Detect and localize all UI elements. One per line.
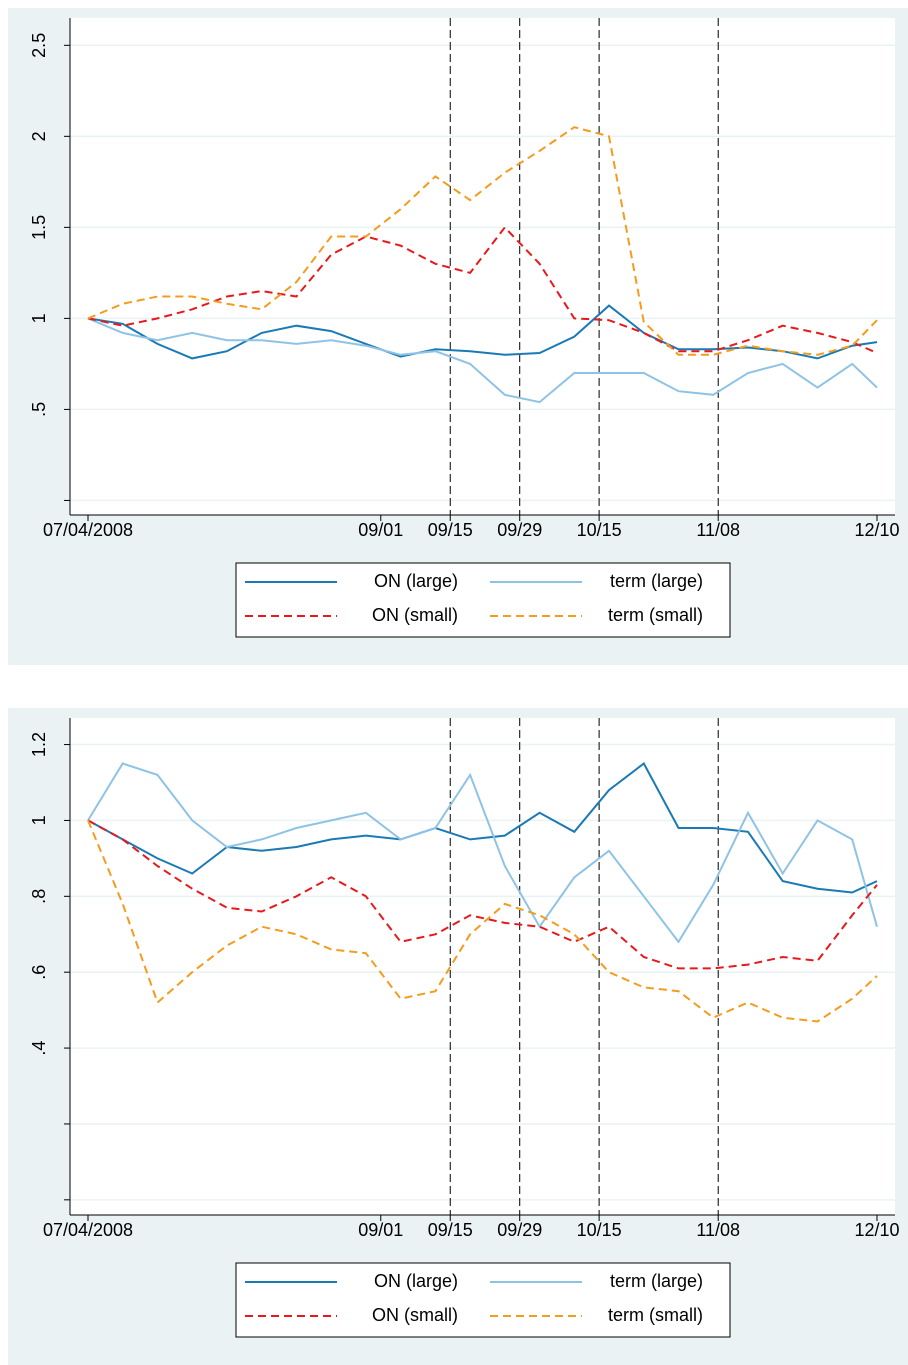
x-tick-label: 10/15: [577, 1220, 622, 1240]
legend-label: ON (small): [372, 605, 458, 625]
legend-label: ON (large): [374, 1271, 458, 1291]
legend-label: term (small): [608, 605, 703, 625]
legend-label: term (large): [610, 571, 703, 591]
y-tick-label: .4: [29, 1041, 49, 1056]
x-tick-label: 12/10: [854, 1220, 899, 1240]
x-tick-label: 09/15: [428, 520, 473, 540]
x-tick-label: 09/01: [358, 520, 403, 540]
series-line: [87, 317, 878, 404]
legend-box: [235, 562, 731, 638]
x-tick-label: 11/08: [696, 1220, 740, 1240]
series-line: [87, 126, 878, 356]
series-line: [87, 225, 878, 354]
plot-area: [70, 718, 895, 1215]
legend-box: [235, 1262, 731, 1338]
x-tick-label: 09/29: [497, 520, 542, 540]
y-tick-label: .8: [29, 889, 49, 904]
y-tick-label: 1.5: [29, 215, 49, 240]
series-line: [87, 761, 878, 894]
y-tick-label: 2.5: [29, 33, 49, 58]
x-tick-label: 10/15: [577, 520, 622, 540]
y-tick-label: .5: [29, 402, 49, 417]
series-line: [87, 819, 878, 970]
y-tick-label: 2: [29, 131, 49, 141]
legend-label: term (large): [610, 1271, 703, 1291]
x-tick-label: 07/04/2008: [43, 1220, 133, 1240]
legend-label: ON (small): [372, 1305, 458, 1325]
panel: .4 .6 .8 1 1.2 07/04/2008 09/01 09/15 09/29 10/15…: [8, 708, 908, 1365]
series-line: [87, 762, 878, 944]
y-tick-label: .6: [29, 965, 49, 980]
panel: .5 1 1.5 2 2.5 07/04/2008 09/01 09/15 09/29 10/15…: [8, 8, 908, 665]
series-line: [87, 820, 878, 1023]
y-tick-label: 1: [29, 815, 49, 825]
series-line: [87, 304, 878, 360]
legend-label: term (small): [608, 1305, 703, 1325]
plot-area: [70, 18, 895, 515]
x-tick-label: 12/10: [854, 520, 899, 540]
y-tick-label: 1.2: [29, 732, 49, 757]
x-tick-label: 11/08: [696, 520, 740, 540]
legend-label: ON (large): [374, 571, 458, 591]
x-tick-label: 09/29: [497, 1220, 542, 1240]
x-tick-label: 07/04/2008: [43, 520, 133, 540]
y-tick-label: 1: [29, 313, 49, 323]
x-tick-label: 09/15: [428, 1220, 473, 1240]
x-tick-label: 09/01: [358, 1220, 403, 1240]
